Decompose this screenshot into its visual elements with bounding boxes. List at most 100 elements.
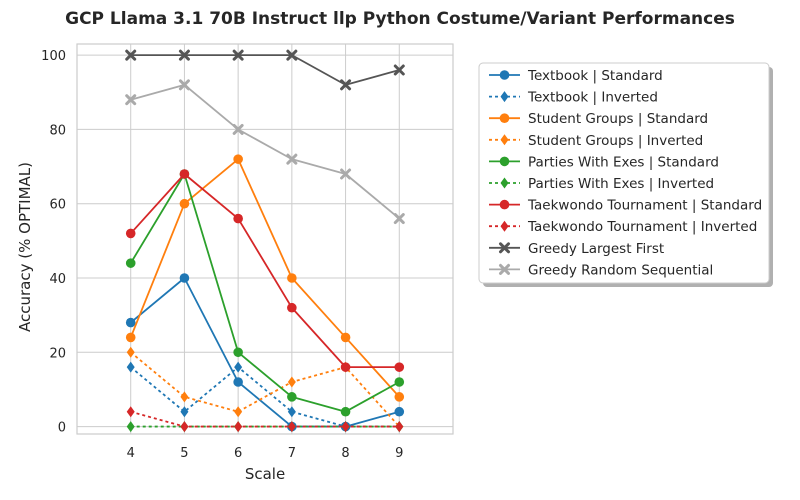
legend-marker [500,91,509,103]
series-line [130,83,400,220]
legend-marker [500,220,509,232]
data-point [287,406,296,418]
data-point [287,421,296,433]
series-line [130,173,400,369]
series-greedy-largest-first [125,49,405,91]
series-student-groups-standard [125,154,405,402]
legend-item: Parties With Exes | Inverted [489,176,714,192]
data-point [394,362,405,372]
x-tick-label: 6 [234,446,242,461]
data-point [233,213,243,224]
data-point [286,49,298,61]
y-tick-label: 0 [58,421,66,436]
legend-item: Greedy Random Sequential [489,262,713,278]
data-point [178,79,190,91]
plot-frame [76,43,454,435]
data-point [126,361,135,373]
data-point [233,377,243,387]
x-ticks: 4 5 6 7 8 9 [127,446,404,461]
legend-label: Parties With Exes | Inverted [528,176,714,192]
series-line [130,410,400,428]
legend-label: Greedy Random Sequential [528,262,713,278]
x-tick-label: 9 [395,446,403,461]
x-tick-label: 8 [341,446,349,461]
series-line [130,54,400,86]
legend-label: Textbook | Inverted [527,90,658,106]
data-point [393,64,405,76]
legend-marker [500,177,509,189]
data-point [394,406,405,417]
data-point [126,346,135,358]
series-line [130,277,400,428]
data-point [125,317,136,328]
legend-item: Taekwondo Tournament | Standard [489,198,762,214]
data-point [125,258,136,268]
legend-label: Student Groups | Inverted [528,133,703,149]
data-point [287,302,297,313]
y-tick-label: 80 [49,123,66,138]
x-tick-label: 5 [180,446,188,461]
data-point [341,421,350,433]
legend-label: Taekwondo Tournament | Inverted [527,219,757,235]
data-point [126,406,135,418]
data-point [287,376,296,388]
data-point [394,392,405,402]
data-point [178,49,190,61]
legend-item: Textbook | Standard [489,68,663,84]
data-point [393,213,405,225]
x-tick-label: 7 [288,446,296,461]
y-tick-label: 60 [49,198,66,213]
data-point [287,392,297,402]
data-point [395,421,404,433]
legend-marker [499,242,510,254]
series-taekwondo-tournament-standard [125,169,405,372]
legend-label: Parties With Exes | Standard [528,154,719,170]
data-point [232,123,244,135]
chart-title: GCP Llama 3.1 70B Instruct llp Python Co… [65,9,735,29]
legend-marker [499,199,510,210]
legend-marker [499,113,510,123]
y-tick-label: 40 [49,272,66,287]
y-ticks: 0 20 40 60 80 100 [41,49,66,435]
data-point [180,406,189,418]
data-point [340,332,351,343]
data-point [125,94,137,106]
series-greedy-random-sequential [125,79,405,225]
data-point [179,198,190,209]
data-point [125,228,136,239]
data-point [234,421,243,433]
legend-marker [499,156,510,167]
data-point [180,421,189,433]
data-point [340,406,351,417]
legend-item: Parties With Exes | Standard [489,154,719,170]
legend-label: Student Groups | Standard [528,111,708,127]
legend-item: Textbook | Inverted [489,90,658,106]
data-point [287,273,297,283]
legend-item: Student Groups | Inverted [489,133,703,149]
data-point [340,168,352,180]
data-point [340,362,351,372]
data-point [233,347,243,358]
data-point [179,273,190,283]
data-point [125,332,136,343]
legend-label: Greedy Largest First [528,241,664,257]
y-tick-label: 20 [49,346,66,361]
legend-marker [499,70,510,80]
data-point [340,79,352,91]
data-point [232,49,244,61]
legend-marker [499,263,510,275]
data-point [286,153,298,165]
x-tick-label: 4 [127,446,135,461]
series-line [129,173,400,413]
data-point [125,49,137,61]
legend-label: Taekwondo Tournament | Standard [527,198,762,214]
series-parties-with-exes-standard [125,169,405,417]
legend-items: Textbook | Standard Textbook | Inverted St… [489,68,762,278]
legend-item: Taekwondo Tournament | Inverted [489,219,757,235]
data-point [126,421,135,433]
data-point [233,154,243,164]
x-axis-label: Scale [245,465,285,483]
data-point [234,406,243,418]
legend-box [478,62,770,284]
